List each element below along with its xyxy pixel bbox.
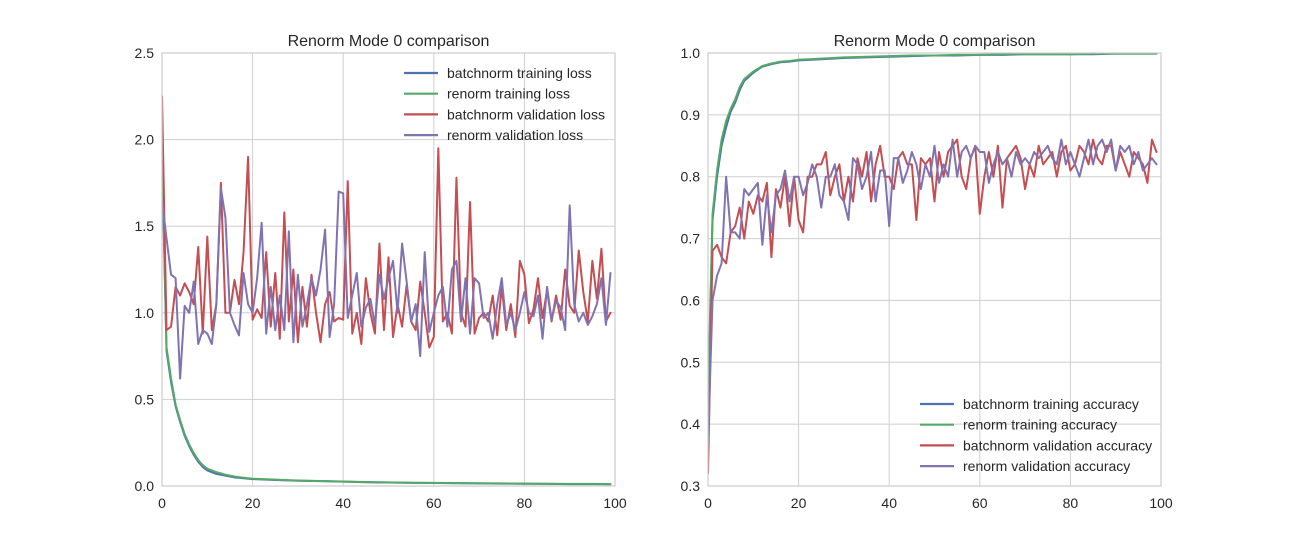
x-tick-label: 60 <box>426 495 442 511</box>
y-tick-label: 0.9 <box>681 107 701 123</box>
legend-label: batchnorm training accuracy <box>963 396 1139 412</box>
plot-frame <box>707 52 1162 487</box>
x-tick-label: 100 <box>1149 495 1173 511</box>
x-tick-label: 40 <box>881 495 897 511</box>
legend-label: renorm validation accuracy <box>963 458 1130 474</box>
x-tick-label: 80 <box>1063 495 1079 511</box>
chart-title: Renorm Mode 0 comparison <box>288 33 490 50</box>
x-tick-label: 40 <box>335 495 351 511</box>
series-line-renorm-training-accuracy <box>708 53 1158 401</box>
y-tick-label: 1.5 <box>135 218 155 234</box>
legend-label: batchnorm training loss <box>447 65 592 81</box>
x-tick-label: 0 <box>704 495 712 511</box>
y-tick-label: 2.0 <box>135 132 155 148</box>
x-tick-label: 0 <box>158 495 166 511</box>
legend-label: renorm training accuracy <box>963 417 1117 433</box>
y-tick-label: 1.0 <box>681 45 701 61</box>
y-tick-label: 0.3 <box>681 478 701 494</box>
series-line-renorm-validation-accuracy <box>708 138 1158 444</box>
legend: batchnorm training loss renorm training l… <box>404 65 605 143</box>
x-tick-label: 100 <box>603 495 627 511</box>
y-tick-label: 0.7 <box>681 231 701 247</box>
legend: batchnorm training accuracy renorm traini… <box>920 396 1152 474</box>
y-tick-label: 1.0 <box>135 305 155 321</box>
series-line-batchnorm-validation-accuracy <box>708 138 1158 475</box>
legend-label: renorm training loss <box>447 86 570 102</box>
plot-frame <box>161 52 616 487</box>
x-tick-label: 20 <box>791 495 807 511</box>
series-line-batchnorm-training-accuracy <box>708 53 1158 413</box>
plot-area <box>708 53 1158 475</box>
y-tick-label: 0.8 <box>681 169 701 185</box>
x-tick-label: 80 <box>517 495 533 511</box>
y-tick-label: 0.6 <box>681 292 701 308</box>
legend-label: renorm validation loss <box>447 127 583 143</box>
x-tick-label: 20 <box>245 495 261 511</box>
y-tick-label: 2.5 <box>135 45 155 61</box>
y-tick-label: 0.4 <box>681 416 701 432</box>
loss-chart: Renorm Mode 0 comparison 0 20 40 60 80 100 0.0… <box>135 33 627 511</box>
x-tick-label: 60 <box>972 495 988 511</box>
series-line-renorm-validation-loss <box>162 187 612 380</box>
y-tick-label: 0.0 <box>135 478 155 494</box>
accuracy-chart: Renorm Mode 0 comparison 0 20 40 60 80 100 0.3… <box>681 33 1173 511</box>
chart-title: Renorm Mode 0 comparison <box>834 33 1036 50</box>
legend-label: batchnorm validation loss <box>447 106 605 122</box>
y-tick-label: 0.5 <box>681 354 701 370</box>
plot-area <box>162 95 612 486</box>
y-tick-label: 0.5 <box>135 391 155 407</box>
series-line-batchnorm-validation-loss <box>162 95 612 349</box>
series-line-renorm-training-loss <box>162 147 612 486</box>
legend-label: batchnorm validation accuracy <box>963 437 1152 453</box>
